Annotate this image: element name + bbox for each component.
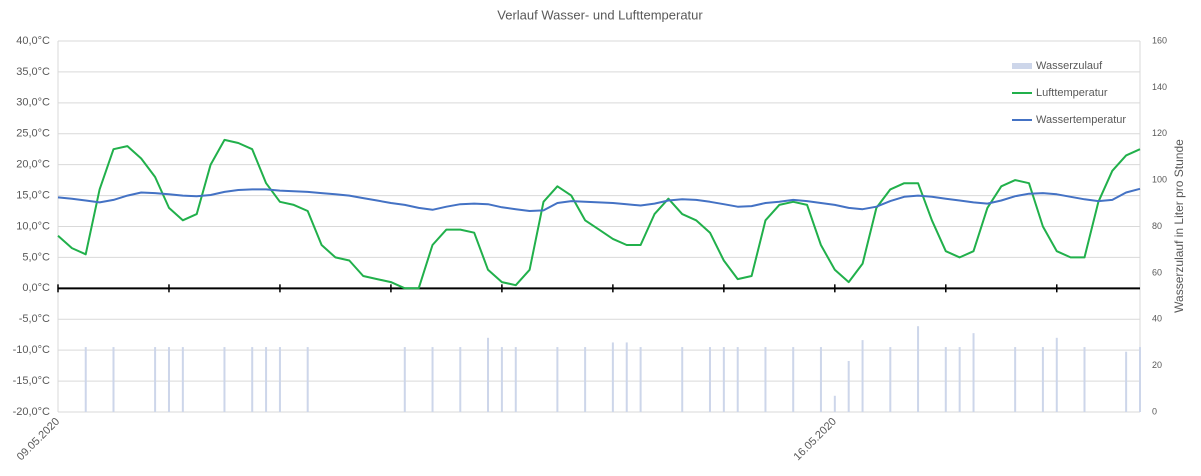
bar — [681, 347, 684, 412]
y-tick-label: 20,0°C — [16, 159, 50, 171]
bar — [639, 347, 642, 412]
bar — [708, 347, 711, 412]
bar — [556, 347, 559, 412]
bar — [917, 326, 920, 412]
line — [57, 138, 1141, 290]
bar — [972, 333, 975, 412]
bar — [265, 347, 268, 412]
y-tick-label: -5,0°C — [19, 313, 50, 325]
line — [57, 187, 1141, 212]
y2-tick-label: 100 — [1152, 175, 1167, 185]
bar — [251, 347, 254, 412]
bar — [84, 347, 87, 412]
y-tick-label: 5,0°C — [22, 251, 50, 263]
bar — [459, 347, 462, 412]
bar — [500, 347, 503, 412]
y-tick-label: -15,0°C — [13, 375, 50, 387]
bar — [403, 347, 406, 412]
y-tick-label: 35,0°C — [16, 66, 50, 78]
bar — [112, 347, 115, 412]
y2-tick-label: 40 — [1152, 314, 1162, 324]
bar — [431, 347, 434, 412]
x-tick-label: 16.05.2020 — [792, 416, 839, 463]
bar — [1125, 351, 1128, 412]
bar — [584, 347, 587, 412]
y-tick-label: -10,0°C — [13, 344, 50, 356]
bar — [278, 347, 281, 412]
legend-swatch — [1012, 63, 1032, 69]
bar — [1041, 347, 1044, 412]
chart-title: Verlauf Wasser- und Lufttemperatur — [497, 7, 703, 22]
bar — [819, 347, 822, 412]
bar — [514, 347, 517, 412]
y-tick-label: 30,0°C — [16, 97, 50, 109]
y2-tick-label: 20 — [1152, 360, 1162, 370]
y-tick-label: 40,0°C — [16, 35, 50, 47]
bar — [611, 342, 614, 412]
bar — [1014, 347, 1017, 412]
y2-tick-label: 60 — [1152, 267, 1162, 277]
legend-label: Wassertemperatur — [1036, 114, 1126, 126]
bar — [792, 347, 795, 412]
bar — [847, 360, 850, 412]
x-tick-label: 09.05.2020 — [15, 416, 62, 463]
y2-tick-label: 120 — [1152, 128, 1167, 138]
bar — [167, 347, 170, 412]
y2-tick-label: 160 — [1152, 35, 1167, 45]
legend-label: Lufttemperatur — [1036, 87, 1108, 99]
bar — [736, 347, 739, 412]
y2-axis-title: Wasserzulauf in Liter pro Stunde — [1172, 139, 1186, 313]
y2-tick-label: 0 — [1152, 406, 1157, 416]
bar — [861, 340, 864, 412]
bar — [1139, 347, 1141, 412]
bar — [625, 342, 628, 412]
legend-label: Wasserzulauf — [1036, 60, 1103, 72]
bar — [833, 395, 836, 412]
bar — [889, 347, 892, 412]
bar — [223, 347, 226, 412]
y2-tick-label: 80 — [1152, 221, 1162, 231]
bar — [944, 347, 947, 412]
bar — [1083, 347, 1086, 412]
bar — [958, 347, 961, 412]
bar — [764, 347, 767, 412]
bar — [306, 347, 309, 412]
y-tick-label: 0,0°C — [22, 282, 50, 294]
bar — [487, 337, 490, 412]
bar — [154, 347, 157, 412]
y-tick-label: 15,0°C — [16, 189, 50, 201]
y2-tick-label: 140 — [1152, 82, 1167, 92]
y-tick-label: 10,0°C — [16, 220, 50, 232]
bar — [181, 347, 184, 412]
y-tick-label: 25,0°C — [16, 128, 50, 140]
y-tick-label: -20,0°C — [13, 406, 50, 418]
bar — [1055, 337, 1058, 412]
bar — [722, 347, 725, 412]
